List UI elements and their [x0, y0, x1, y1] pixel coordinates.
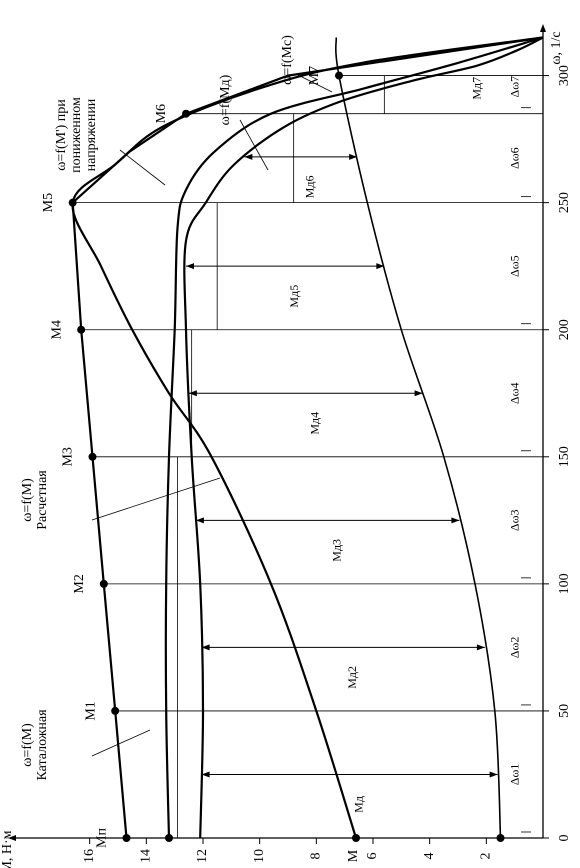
md-arrow-0-head-end: [489, 771, 498, 778]
md-arrow-2-head-start: [195, 517, 204, 524]
md-arrow-3-head-end: [414, 390, 423, 397]
md-label-3: Mд4: [307, 412, 321, 435]
series-curve-3: [183, 36, 544, 839]
catalog-point-0: [122, 834, 131, 842]
interval-label-4: Δω5: [508, 255, 522, 277]
md-arrow-4-head-start: [186, 263, 194, 270]
y-tick-label-5: 12: [195, 849, 210, 863]
md-arrow-1-head-start: [201, 644, 210, 651]
x-tick-label-1: 50: [557, 704, 572, 718]
catalog-point-6: [182, 109, 190, 118]
curve-label-2-0: ω=f(M') при: [54, 99, 69, 171]
interval-label-2: Δω3: [508, 510, 522, 532]
y-tick-label-2: 6: [365, 853, 380, 860]
curve-label-1-0: ω=f(M): [20, 478, 35, 522]
catalog-point-label-7: M7: [307, 66, 322, 85]
catalog-point-7: [335, 71, 343, 80]
md-arrow-4-head-end: [376, 263, 385, 270]
start-point-reduced: [165, 834, 173, 842]
md-label-5: Mд6: [303, 176, 317, 199]
start-point-mc: [496, 834, 505, 842]
series-curve-4: [335, 37, 502, 839]
catalog-point-label-0: Mп: [95, 828, 110, 848]
catalog-point-2: [99, 579, 108, 588]
start-point-0: [352, 834, 360, 842]
x-axis-arrow: [540, 24, 546, 32]
catalog-point-label-1: M1: [83, 701, 98, 720]
interval-label-1: Δω2: [508, 637, 522, 659]
curve-label-2-1: пониженном: [69, 97, 84, 173]
interval-label-3: Δω4: [508, 382, 522, 404]
curve-label-4-0: ω=f(Mс): [280, 35, 295, 85]
y-axis-label: M, Н·м: [0, 830, 15, 868]
interval-label-6: Δω7: [508, 76, 522, 98]
md-label-0: Mд: [351, 796, 365, 813]
y-tick-label-7: 16: [82, 849, 97, 863]
y-axis-arrow: [8, 835, 16, 841]
y-tick-label-1: 4: [422, 853, 437, 860]
catalog-point-label-2: M2: [72, 574, 87, 593]
x-tick-label-3: 150: [557, 446, 572, 467]
md-arrow-5-head-start: [244, 153, 253, 160]
curve-label-3-0: ω=f(Mд): [218, 74, 233, 125]
catalog-point-label-6: M6: [154, 104, 169, 123]
series-curve-0: [71, 36, 544, 839]
series-curve-1: [71, 36, 544, 839]
md-arrow-3-head-start: [188, 390, 197, 397]
interval-label-0: Δω1: [508, 764, 522, 786]
curve-leader-1: [91, 477, 221, 521]
y-tick-label-0: 2: [479, 853, 494, 860]
curve-label-0-0: ω=f(M): [20, 723, 35, 767]
x-tick-label-6: 300: [557, 65, 572, 86]
curve-leader-0: [91, 729, 151, 757]
start-point-label-0: M: [346, 849, 361, 862]
md-arrow-5-head-end: [349, 153, 358, 160]
curve-label-2-2: напряжении: [84, 98, 99, 171]
catalog-point-3: [88, 452, 97, 461]
curve-leader-3: [239, 119, 269, 171]
curve-leader-4: [297, 74, 333, 93]
y-tick-label-4: 10: [252, 849, 267, 863]
md-label-6: Mд7: [470, 77, 484, 100]
y-tick-label-3: 8: [309, 853, 324, 860]
catalog-point-4: [77, 325, 86, 334]
interval-label-5: Δω6: [508, 147, 522, 169]
md-arrow-1-head-end: [476, 644, 485, 651]
curve-label-0-1: Каталожная: [35, 709, 50, 781]
catalog-point-label-3: M3: [61, 447, 76, 466]
catalog-point-label-4: M4: [49, 320, 64, 339]
x-tick-label-0: 0: [557, 835, 572, 842]
catalog-point-1: [111, 706, 120, 715]
md-label-2: Mд3: [329, 539, 343, 562]
md-label-4: Mд5: [287, 285, 301, 308]
x-axis-label: ω, 1/с: [549, 31, 564, 64]
md-label-1: Mд2: [345, 666, 359, 689]
md-arrow-0-head-start: [201, 771, 210, 778]
x-tick-label-2: 100: [557, 573, 572, 594]
md-arrow-2-head-end: [451, 517, 460, 524]
y-tick-label-6: 14: [139, 849, 154, 863]
series-curve-2: [164, 36, 544, 839]
x-tick-label-5: 250: [557, 192, 572, 213]
catalog-point-label-5: M5: [41, 193, 56, 212]
x-tick-label-4: 200: [557, 319, 572, 340]
catalog-point-5: [68, 198, 77, 207]
curve-label-1-1: Расчетная: [35, 470, 50, 530]
curve-leader-2: [119, 149, 166, 186]
